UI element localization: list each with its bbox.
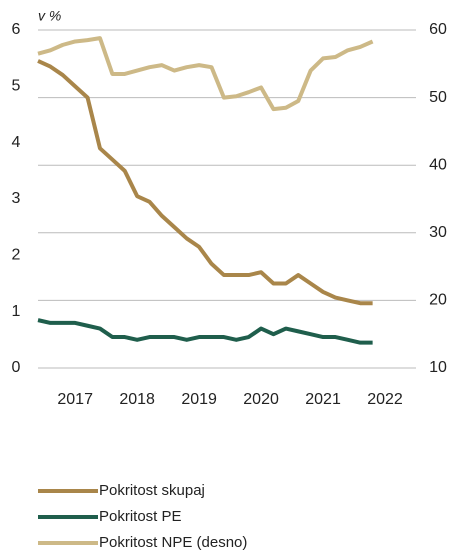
y-unit-label: v % [38,8,61,24]
x-tick-label: 2019 [181,391,217,408]
y2-tick-label: 30 [429,224,447,241]
series-line [37,36,374,112]
x-tick-label: 2022 [367,391,403,408]
series-line [37,318,373,345]
x-tick-label: 2020 [243,391,279,408]
y-tick-label: 5 [12,78,21,95]
legend-label: Pokritost NPE (desno) [99,534,247,551]
legend-label: Pokritost PE [99,508,182,525]
y2-tick-label: 40 [429,156,447,173]
series-line [37,59,373,306]
y-tick-label: 4 [12,134,21,151]
y-tick-label: 6 [12,21,21,38]
y2-tick-label: 60 [429,21,447,38]
y2-tick-label: 10 [429,359,447,376]
y-tick-label: 2 [12,247,21,264]
x-tick-label: 2018 [119,391,155,408]
y-tick-label: 1 [12,303,21,320]
x-tick-label: 2017 [57,391,93,408]
x-tick-label: 2021 [305,391,341,408]
y-tick-label: 0 [12,359,21,376]
y-tick-label: 3 [12,190,21,207]
y2-tick-label: 20 [429,292,447,309]
legend-label: Pokritost skupaj [99,482,205,499]
y2-tick-label: 50 [429,89,447,106]
